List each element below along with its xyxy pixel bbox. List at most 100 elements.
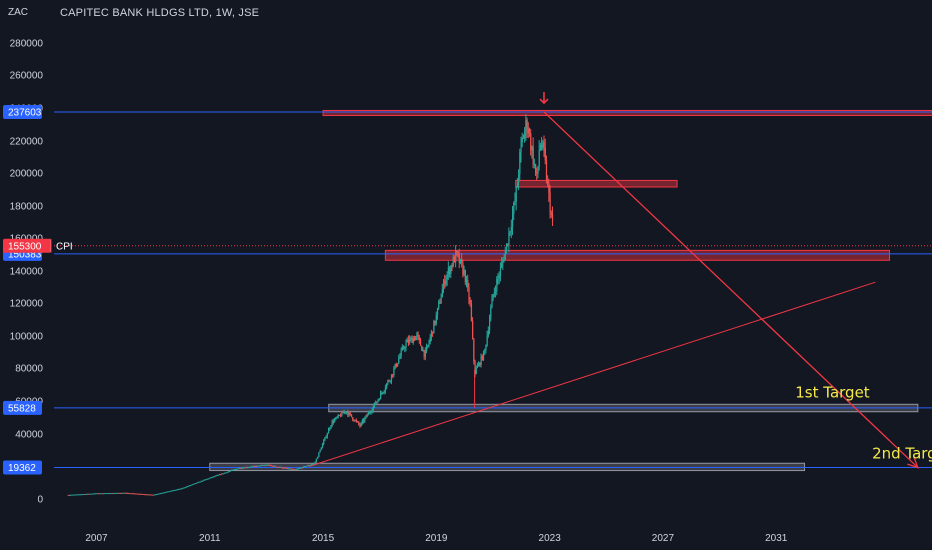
candle-body [535, 163, 537, 172]
y-tick-label: 80000 [15, 364, 43, 375]
candle-body [85, 493, 88, 495]
candle-body [325, 437, 327, 439]
candle-body [103, 493, 106, 495]
level-price-tag-4[interactable]: 19362 [3, 460, 42, 475]
candle-body [479, 362, 481, 366]
candle-body [248, 467, 250, 469]
candle-body [260, 465, 262, 467]
candle-body [510, 226, 513, 232]
candle-body [93, 493, 95, 495]
candle-body [347, 412, 349, 416]
candle-body [524, 130, 526, 139]
candle-body [269, 464, 272, 466]
candle-body [212, 476, 215, 478]
x-tick-label: 2011 [199, 533, 221, 544]
candle-body [434, 320, 436, 324]
candle-body [421, 345, 423, 351]
candle-body [457, 251, 459, 255]
candle-body [76, 494, 78, 496]
level-price-tag-3[interactable]: 55828 [3, 400, 42, 415]
candle-body [83, 494, 85, 496]
projection-arrow-line[interactable] [543, 111, 919, 469]
candle-body [472, 320, 474, 339]
current-price-indicator: CPI [56, 241, 73, 252]
candle-body [298, 468, 301, 470]
candle-body [383, 390, 385, 393]
candle-body [221, 473, 223, 475]
candle-body [380, 393, 382, 400]
level-tag-text: 237603 [8, 107, 42, 118]
candle-body [158, 493, 160, 495]
candle-body [327, 429, 330, 434]
target-annotation-2[interactable]: 2nd Target [872, 444, 932, 462]
candle-body [135, 493, 137, 495]
level-tag-bg [3, 104, 42, 119]
trendline-1[interactable] [308, 281, 876, 467]
candle-body [537, 166, 539, 174]
candle-body [359, 424, 361, 426]
current-price-tag-bg [3, 238, 51, 253]
candle-body [141, 493, 143, 495]
resistance-zone-1[interactable] [322, 109, 932, 116]
candle-body [90, 493, 92, 495]
candle-body [423, 349, 425, 357]
candle-body [504, 250, 506, 260]
candle-body [531, 146, 533, 151]
candle-body [311, 464, 313, 466]
candle-body [237, 468, 239, 470]
candle-body [272, 465, 274, 467]
resistance-zone-3[interactable] [384, 249, 891, 261]
candle-body [489, 319, 491, 331]
projection-arrow-head[interactable] [907, 457, 919, 469]
x-tick-label: 2007 [85, 533, 108, 544]
candle-body [170, 490, 172, 492]
candle-body [240, 468, 243, 470]
level-price-tag-1[interactable]: 237603 [3, 104, 42, 119]
candle-body [183, 487, 186, 489]
support-zone-5[interactable] [209, 462, 806, 472]
candle-body [409, 339, 411, 343]
candle-body [516, 182, 519, 188]
candle-body [162, 492, 164, 494]
candle-body [342, 411, 344, 414]
candle-body [255, 466, 257, 468]
target-annotation-1[interactable]: 1st Target [795, 384, 870, 402]
resistance-zone-2[interactable] [515, 179, 678, 188]
candle-body [215, 475, 217, 477]
candle-body [105, 493, 107, 495]
candle-body [206, 478, 209, 480]
candle-body [461, 259, 463, 264]
plot-area[interactable]: 1st Target 2nd Target [54, 92, 932, 496]
candle-body [320, 448, 322, 450]
candle-body [173, 490, 175, 492]
candle-body [484, 349, 486, 351]
candle-body [242, 467, 244, 469]
candle-body [290, 468, 292, 470]
y-tick-label: 120000 [10, 299, 44, 310]
top-marker-arrow-icon[interactable] [539, 92, 549, 105]
candle-body [73, 494, 75, 496]
candle-body [326, 433, 328, 438]
candle-body [96, 493, 98, 495]
currency-label: ZAC [8, 7, 28, 18]
current-price-tag[interactable]: 155300 CPI [3, 238, 73, 253]
candle-body [101, 493, 103, 495]
candle-body [182, 487, 184, 489]
candle-body [462, 263, 464, 275]
candle-body [365, 415, 367, 418]
candle-body [430, 331, 433, 337]
candle-body [370, 411, 372, 413]
candle-body [160, 492, 163, 494]
candle-body [495, 291, 497, 293]
candle-body [153, 494, 155, 496]
candle-body [217, 474, 219, 476]
candle-body [343, 411, 345, 414]
candle-body [357, 421, 359, 423]
candle-body [274, 465, 276, 467]
candle-body [289, 468, 291, 470]
candle-body [382, 392, 384, 394]
candle-body [152, 494, 154, 496]
candle-series [67, 114, 554, 496]
